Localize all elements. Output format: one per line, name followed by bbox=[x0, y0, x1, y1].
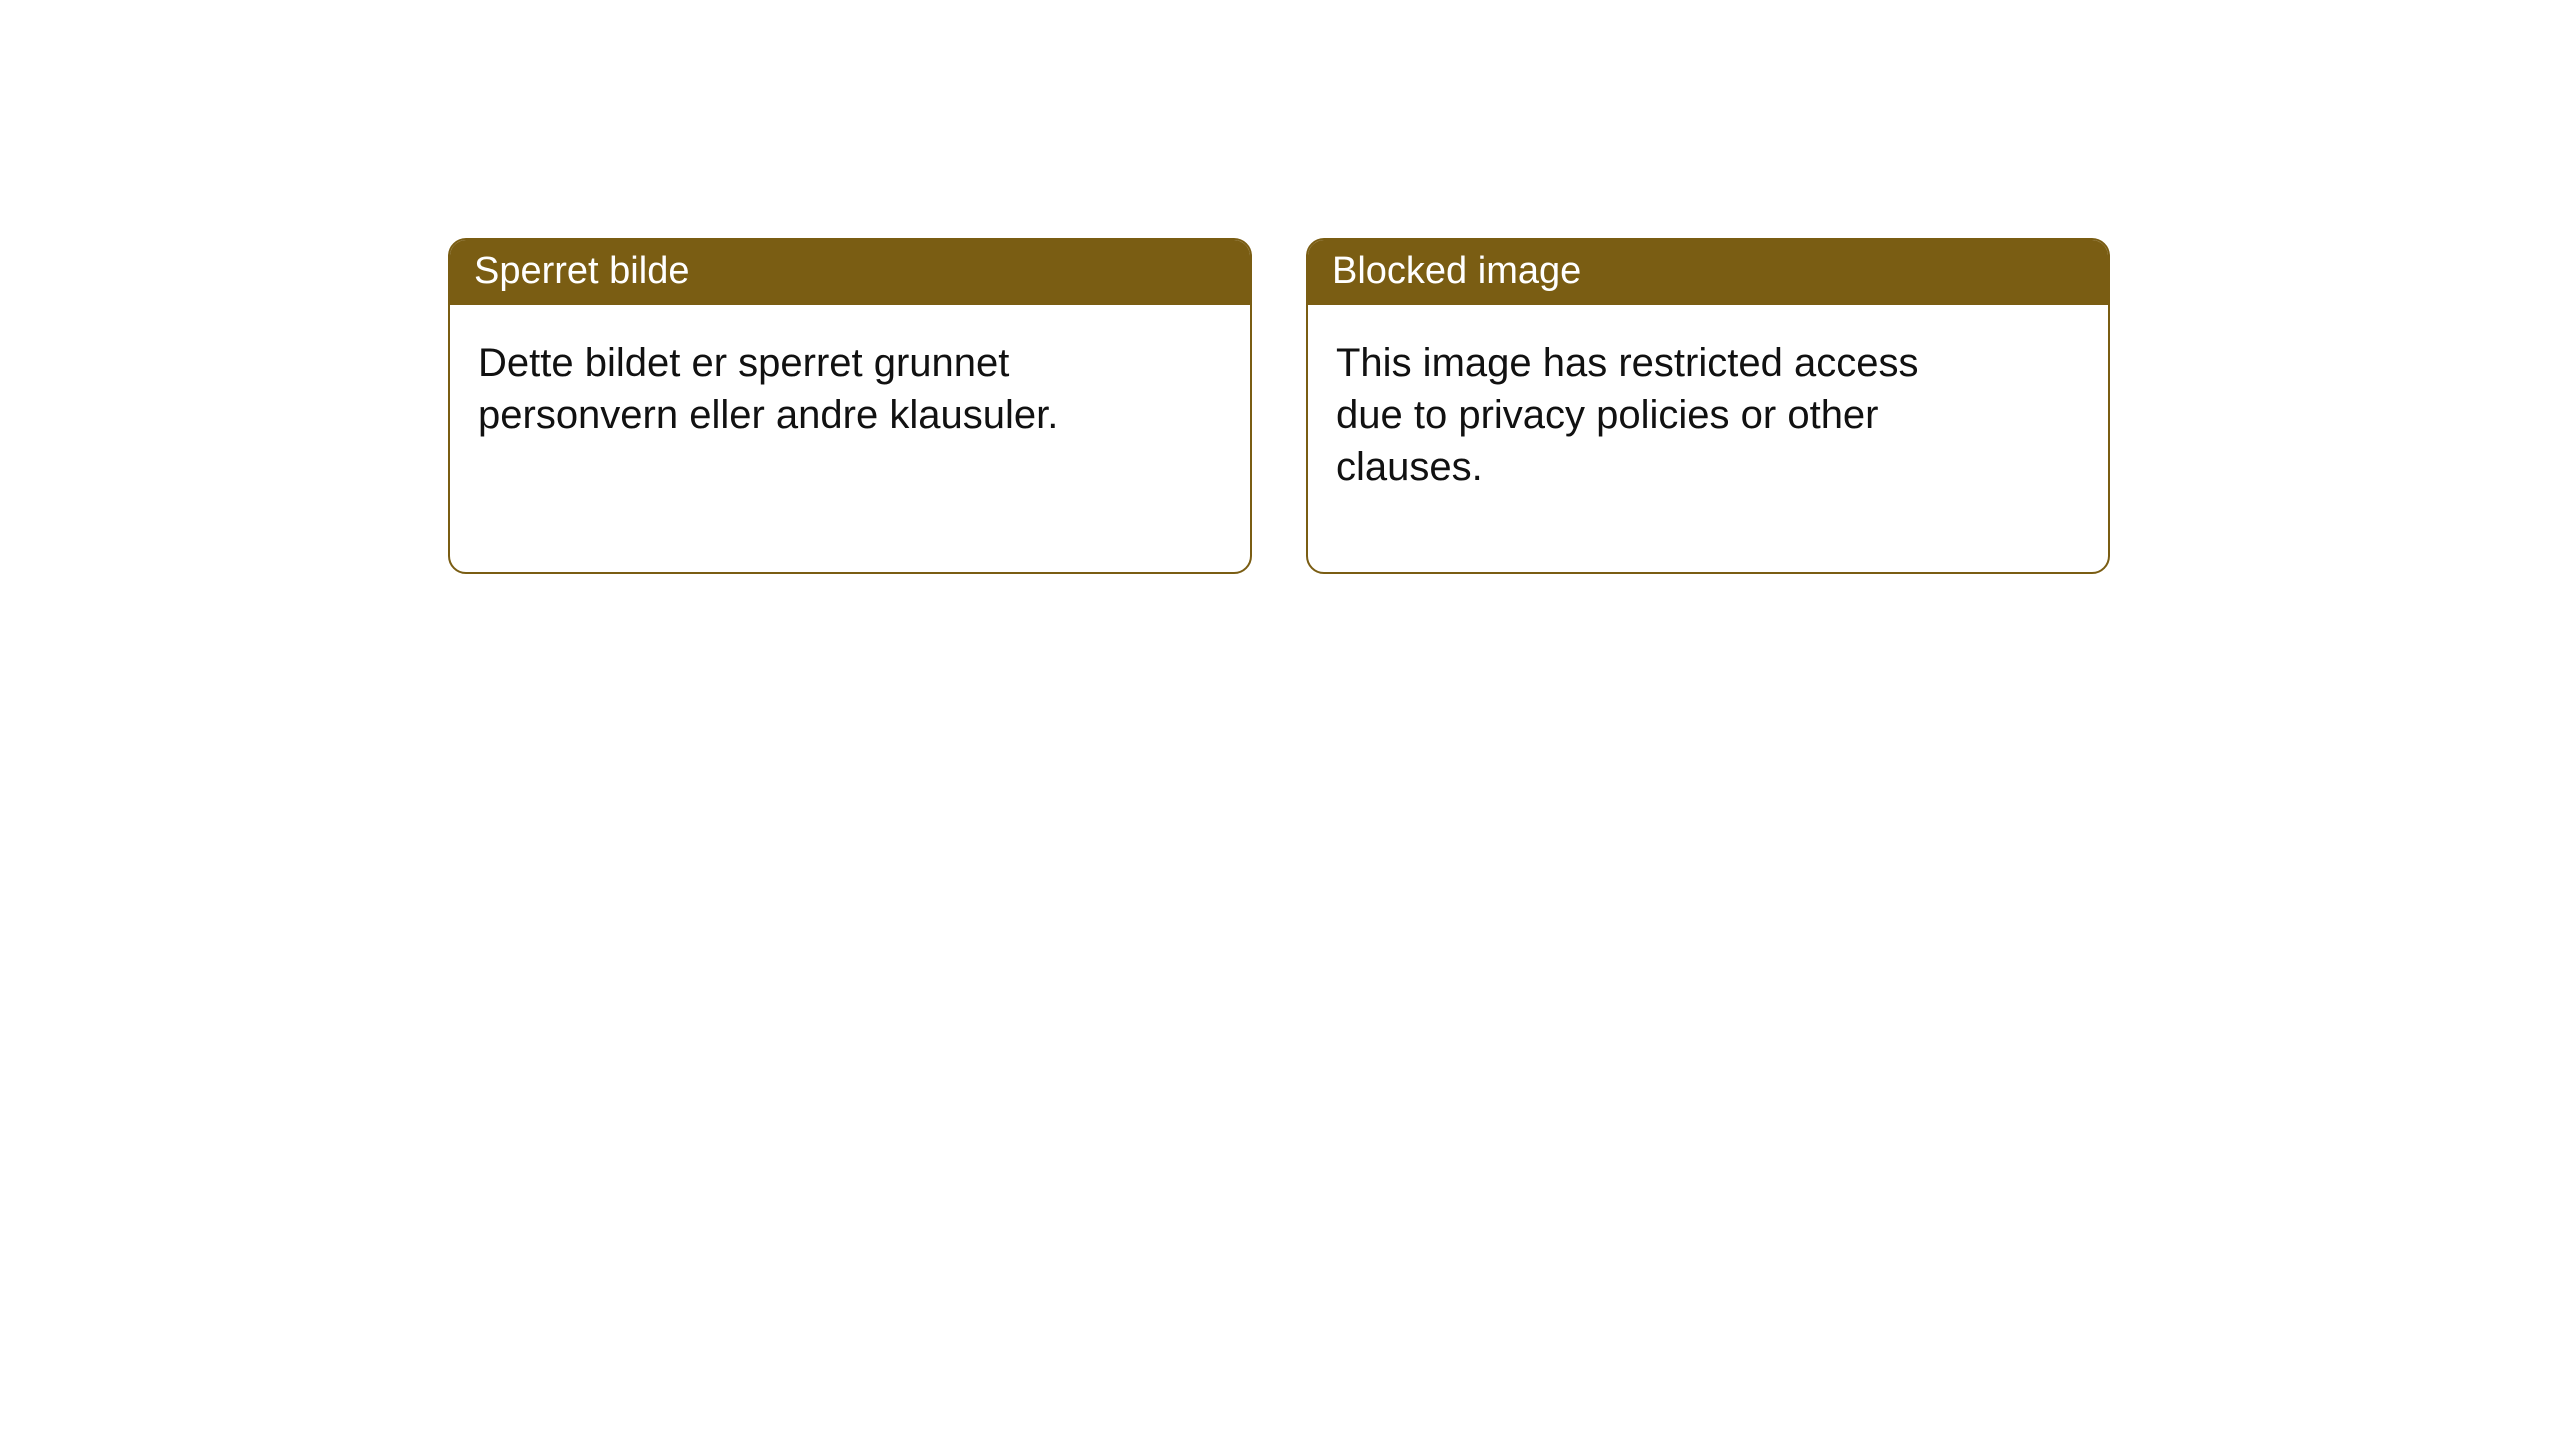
card-body: This image has restricted access due to … bbox=[1308, 305, 2008, 525]
notice-card-norwegian: Sperret bilde Dette bildet er sperret gr… bbox=[448, 238, 1252, 574]
card-title: Blocked image bbox=[1332, 250, 1581, 292]
card-body: Dette bildet er sperret grunnet personve… bbox=[450, 305, 1150, 473]
card-header: Blocked image bbox=[1308, 240, 2108, 305]
card-body-text: This image has restricted access due to … bbox=[1336, 341, 1918, 489]
card-title: Sperret bilde bbox=[474, 250, 689, 292]
card-header: Sperret bilde bbox=[450, 240, 1250, 305]
notice-card-english: Blocked image This image has restricted … bbox=[1306, 238, 2110, 574]
notice-cards-container: Sperret bilde Dette bildet er sperret gr… bbox=[448, 238, 2110, 574]
card-body-text: Dette bildet er sperret grunnet personve… bbox=[478, 341, 1058, 437]
